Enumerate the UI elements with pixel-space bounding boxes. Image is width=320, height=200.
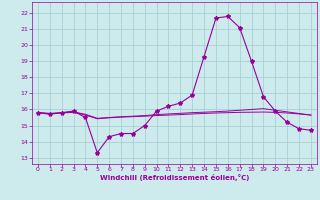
- X-axis label: Windchill (Refroidissement éolien,°C): Windchill (Refroidissement éolien,°C): [100, 174, 249, 181]
